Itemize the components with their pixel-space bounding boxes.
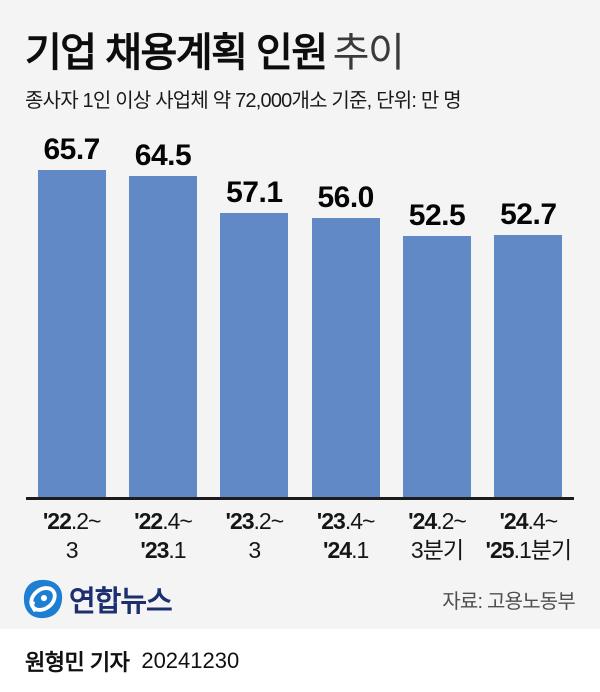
x-axis-label-line1: '24.2~ bbox=[408, 508, 467, 534]
x-axis-label: '22.4~ '23.1 bbox=[117, 507, 208, 565]
bar bbox=[220, 213, 289, 497]
byline-date: 20241230 bbox=[141, 647, 240, 673]
x-axis-label-line1: '24.4~ bbox=[499, 508, 558, 534]
chart-subtitle: 종사자 1인 이상 사업체 약 72,000개소 기준, 단위: 만 명 bbox=[25, 90, 462, 112]
x-axis-label: '23.4~ '24.1 bbox=[300, 507, 391, 565]
bar-columns: 65.7 64.5 57.1 56.0 52.5 52.7 bbox=[26, 130, 574, 497]
x-axis-label: '24.4~ '25.1분기 bbox=[483, 507, 574, 565]
yonhap-logo-text: 연합뉴스 bbox=[69, 586, 173, 618]
bar-value-label: 57.1 bbox=[226, 176, 283, 209]
page-title: 기업 채용계획 인원 추이 bbox=[25, 20, 405, 78]
bar-column: 65.7 bbox=[26, 130, 117, 497]
title-suffix: 추이 bbox=[332, 31, 405, 75]
x-axis-label-line2: '25.1분기 bbox=[485, 536, 573, 563]
infographic-card: 기업 채용계획 인원 추이 종사자 1인 이상 사업체 약 72,000개소 기준… bbox=[0, 0, 600, 629]
bar-value-label: 64.5 bbox=[134, 139, 192, 172]
x-axis-label-line2: '23.1 bbox=[140, 536, 186, 563]
bar bbox=[311, 218, 380, 497]
yonhap-logo-icon bbox=[23, 579, 63, 619]
x-axis-label: '23.2~ 3 bbox=[209, 507, 300, 565]
x-axis-label: '24.2~ 3분기 bbox=[391, 507, 482, 565]
bar-value-label: 56.0 bbox=[317, 181, 374, 214]
brand-row: 연합뉴스 자료: 고용노동부 bbox=[22, 576, 576, 622]
bar-column: 52.5 bbox=[391, 130, 482, 497]
source-label: 자료: 고용노동부 bbox=[442, 590, 576, 613]
x-axis-label-line2: 3 bbox=[248, 536, 261, 563]
x-axis-label-line2: 3 bbox=[65, 536, 79, 563]
bar-value-label: 52.5 bbox=[408, 199, 466, 232]
x-axis-label-line1: '22.4~ bbox=[134, 508, 193, 534]
bar bbox=[128, 176, 197, 497]
x-axis-label-line1: '23.4~ bbox=[316, 508, 376, 534]
bar-column: 64.5 bbox=[117, 130, 208, 497]
bar bbox=[37, 170, 106, 497]
bar-value-label: 65.7 bbox=[43, 133, 100, 166]
x-axis-label-line1: '23.2~ bbox=[225, 508, 284, 534]
x-axis-label-line2: 3분기 bbox=[410, 536, 464, 563]
title-main: 기업 채용계획 인원 bbox=[25, 31, 328, 75]
bar-column: 52.7 bbox=[483, 130, 574, 497]
bar-chart: 65.7 64.5 57.1 56.0 52.5 52.7 '22.2~ 3 '… bbox=[26, 0, 574, 629]
x-axis-label-line1: '22.2~ bbox=[42, 508, 102, 534]
bar bbox=[494, 235, 563, 497]
x-axis-label-line2: '24.1 bbox=[323, 536, 369, 563]
bar-column: 57.1 bbox=[209, 130, 300, 497]
x-axis-line bbox=[26, 497, 574, 500]
x-axis-label: '22.2~ 3 bbox=[26, 507, 117, 565]
bar bbox=[402, 236, 471, 497]
x-axis-labels: '22.2~ 3 '22.4~ '23.1 '23.2~ 3 '23.4~ '2… bbox=[26, 507, 574, 565]
byline-row: 원형민 기자 20241230 bbox=[0, 629, 600, 692]
yonhap-logo: 연합뉴스 bbox=[22, 578, 173, 620]
byline-reporter: 원형민 기자 bbox=[25, 649, 130, 675]
bar-value-label: 52.7 bbox=[500, 198, 557, 231]
bar-column: 56.0 bbox=[300, 130, 391, 497]
